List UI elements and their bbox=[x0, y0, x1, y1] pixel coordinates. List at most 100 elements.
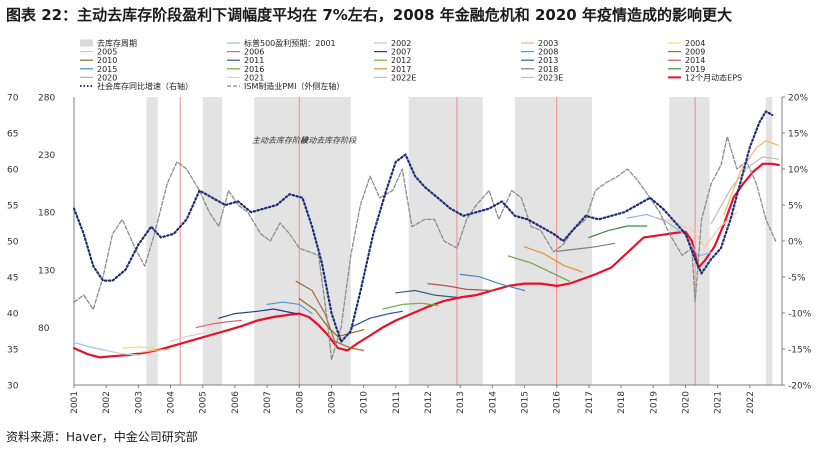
legend-label: 2005 bbox=[97, 48, 117, 57]
legend-label: 2007 bbox=[391, 48, 411, 57]
source-note: 资料来源：Haver，中金公司研究部 bbox=[6, 430, 198, 444]
outer-left-tick-label: 55 bbox=[7, 202, 18, 212]
series-lines bbox=[72, 110, 780, 361]
x-tick-label: 2018 bbox=[617, 391, 627, 414]
legend-label: 2015 bbox=[97, 65, 117, 74]
legend-label: 2020 bbox=[97, 73, 117, 82]
x-tick-label: 2020 bbox=[681, 391, 691, 414]
series-line-2009 bbox=[295, 280, 365, 351]
outer-left-tick-label: 30 bbox=[7, 382, 19, 392]
right-tick-label: -5% bbox=[788, 274, 806, 284]
inner-left-tick-label: 80 bbox=[38, 324, 50, 334]
legend-label: 2016 bbox=[244, 65, 264, 74]
x-tick-label: 2019 bbox=[649, 391, 659, 414]
series-line-2004 bbox=[121, 346, 156, 349]
x-tick-label: 2017 bbox=[585, 391, 595, 414]
legend-label: 社会库存同比增速（右轴） bbox=[97, 81, 193, 91]
legend-label: 2012 bbox=[391, 56, 411, 65]
outer-left-tick-label: 50 bbox=[7, 238, 19, 248]
legend-label: 12个月动态EPS bbox=[685, 72, 742, 82]
series-line-2012 bbox=[382, 302, 439, 310]
legend-label: ISM制造业PMI（外侧左轴） bbox=[244, 81, 344, 91]
x-tick-label: 2011 bbox=[392, 391, 402, 414]
phase-label: 被动去库存阶段 bbox=[300, 136, 357, 145]
phase-label: 主动去库存阶段 bbox=[252, 136, 309, 145]
legend-label: 2022E bbox=[391, 73, 416, 82]
legend-label: 2011 bbox=[244, 56, 264, 65]
series-line-2002 bbox=[105, 349, 139, 356]
shaded-period-3 bbox=[408, 97, 483, 385]
inner-left-tick-label: 280 bbox=[38, 94, 55, 104]
series-line-2008 bbox=[266, 301, 313, 315]
legend-label: 标普500盈利预期：2001 bbox=[244, 38, 336, 48]
legend-label: 2017 bbox=[391, 65, 411, 74]
x-tick-label: 2012 bbox=[424, 391, 434, 414]
legend-label: 2014 bbox=[685, 56, 705, 65]
outer-left-tick-label: 60 bbox=[7, 166, 19, 176]
right-tick-label: -15% bbox=[788, 346, 812, 356]
legend-label: 去库存周期 bbox=[97, 38, 137, 48]
x-tick-label: 2007 bbox=[263, 391, 273, 414]
outer-left-tick-label: 40 bbox=[7, 310, 19, 320]
x-tick-label: 2001 bbox=[70, 391, 80, 414]
legend-label: 2002 bbox=[391, 39, 411, 48]
right-tick-label: -10% bbox=[788, 310, 812, 320]
outer-left-tick-label: 35 bbox=[7, 346, 18, 356]
legend-label: 2023E bbox=[538, 73, 563, 82]
series-line-2019 bbox=[588, 225, 648, 239]
legend-label: 2009 bbox=[685, 48, 705, 57]
outer-left-tick-label: 45 bbox=[7, 274, 18, 284]
series-line-2023E bbox=[723, 140, 780, 216]
legend-swatch bbox=[80, 39, 93, 47]
x-tick-label: 2002 bbox=[102, 391, 112, 414]
chart-title: 图表 22：主动去库存阶段盈利下调幅度平均在 7%左右，2008 年金融危机和 … bbox=[6, 6, 732, 24]
x-tick-label: 2005 bbox=[199, 391, 209, 414]
axes: 70 65 60 55 50 45 40 35 30 280 230 180 130 80 20% 15% 10… bbox=[7, 94, 812, 414]
series-line-2021 bbox=[652, 211, 738, 248]
right-tick-label: 20% bbox=[788, 94, 808, 104]
series-line-2017 bbox=[523, 246, 584, 273]
series-line-2022E bbox=[710, 156, 780, 225]
legend-label: 2006 bbox=[244, 48, 264, 57]
x-tick-label: 2013 bbox=[456, 391, 466, 414]
series-line-2014 bbox=[427, 283, 493, 292]
series-line-2011 bbox=[350, 310, 403, 328]
series-line-2003 bbox=[137, 348, 172, 354]
x-tick-label: 2003 bbox=[134, 391, 144, 414]
series-line-2015 bbox=[459, 273, 526, 292]
series-line-2001 bbox=[73, 341, 107, 351]
right-tick-label: 0% bbox=[788, 238, 803, 248]
x-tick-label: 2015 bbox=[521, 391, 531, 414]
legend-label: 2019 bbox=[685, 65, 705, 74]
right-tick-label: -20% bbox=[788, 382, 812, 392]
inner-left-tick-label: 180 bbox=[38, 209, 55, 219]
series-line-2007 bbox=[218, 308, 297, 319]
legend-label: 2004 bbox=[685, 39, 705, 48]
outer-left-tick-label: 65 bbox=[7, 130, 18, 140]
x-tick-label: 2016 bbox=[553, 391, 563, 414]
series-line-2006 bbox=[195, 319, 242, 328]
inner-left-tick-label: 230 bbox=[38, 151, 55, 161]
shaded-period-4 bbox=[514, 97, 593, 385]
x-tick-label: 2004 bbox=[167, 391, 177, 414]
series-line-社会库存同比增速（右轴） bbox=[72, 110, 774, 343]
x-tick-label: 2022 bbox=[746, 391, 756, 414]
legend-label: 2008 bbox=[538, 48, 558, 57]
x-tick-label: 2006 bbox=[231, 391, 241, 414]
outer-left-tick-label: 70 bbox=[7, 94, 19, 104]
series-line-2010 bbox=[298, 298, 365, 338]
x-tick-label: 2010 bbox=[360, 391, 370, 414]
legend-label: 2018 bbox=[538, 65, 558, 74]
x-tick-label: 2008 bbox=[295, 391, 305, 414]
shaded-periods bbox=[146, 97, 773, 385]
legend-label: 2021 bbox=[244, 73, 264, 82]
x-tick-label: 2014 bbox=[488, 391, 498, 414]
x-tick-label: 2009 bbox=[327, 391, 337, 414]
vertical-markers bbox=[179, 97, 696, 385]
series-line-2020 bbox=[626, 213, 712, 257]
right-tick-label: 5% bbox=[788, 202, 803, 212]
legend-label: 2003 bbox=[538, 39, 558, 48]
